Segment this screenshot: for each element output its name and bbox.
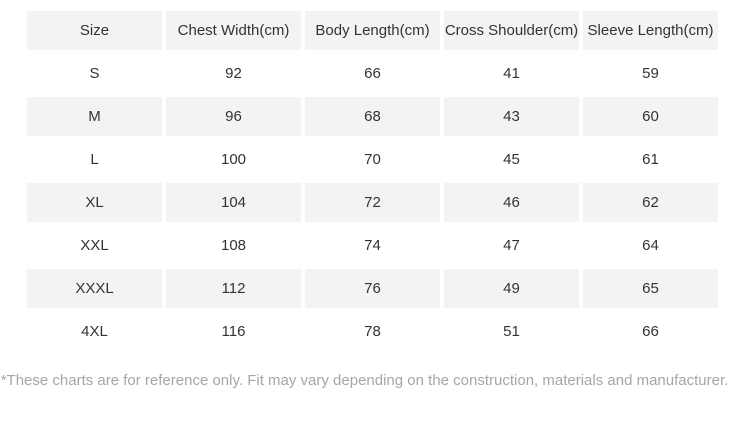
table-cell-r4-c0: XXL: [27, 226, 162, 265]
header-cell-2: Body Length(cm): [305, 11, 440, 50]
table-cell-r0-c3: 41: [444, 54, 579, 93]
table-cell-r4-c4: 64: [583, 226, 718, 265]
table-cell-r2-c0: L: [27, 140, 162, 179]
table-cell-r3-c3: 46: [444, 183, 579, 222]
header-cell-0: Size: [27, 11, 162, 50]
table-cell-r1-c4: 60: [583, 97, 718, 136]
table-cell-r1-c0: M: [27, 97, 162, 136]
size-chart-disclaimer: *These charts are for reference only. Fi…: [0, 372, 729, 389]
table-cell-r5-c1: 112: [166, 269, 301, 308]
table-cell-r4-c2: 74: [305, 226, 440, 265]
header-cell-3: Cross Shoulder(cm): [444, 11, 579, 50]
table-cell-r5-c3: 49: [444, 269, 579, 308]
table-cell-r3-c2: 72: [305, 183, 440, 222]
table-cell-r5-c2: 76: [305, 269, 440, 308]
table-cell-r6-c0: 4XL: [27, 312, 162, 351]
size-chart-table: Size Chest Width(cm) Body Length(cm) Cross …: [27, 11, 718, 351]
table-cell-r3-c0: XL: [27, 183, 162, 222]
table-cell-r0-c1: 92: [166, 54, 301, 93]
table-cell-r6-c3: 51: [444, 312, 579, 351]
table-cell-r3-c4: 62: [583, 183, 718, 222]
table-cell-r2-c2: 70: [305, 140, 440, 179]
table-cell-r4-c1: 108: [166, 226, 301, 265]
table-cell-r0-c0: S: [27, 54, 162, 93]
table-cell-r5-c0: XXXL: [27, 269, 162, 308]
table-cell-r5-c4: 65: [583, 269, 718, 308]
header-cell-4: Sleeve Length(cm): [583, 11, 718, 50]
table-cell-r6-c2: 78: [305, 312, 440, 351]
table-cell-r0-c2: 66: [305, 54, 440, 93]
table-cell-r1-c2: 68: [305, 97, 440, 136]
header-cell-1: Chest Width(cm): [166, 11, 301, 50]
table-cell-r6-c4: 66: [583, 312, 718, 351]
table-cell-r1-c1: 96: [166, 97, 301, 136]
table-cell-r3-c1: 104: [166, 183, 301, 222]
table-cell-r1-c3: 43: [444, 97, 579, 136]
table-cell-r0-c4: 59: [583, 54, 718, 93]
table-cell-r2-c1: 100: [166, 140, 301, 179]
table-cell-r6-c1: 116: [166, 312, 301, 351]
table-cell-r2-c4: 61: [583, 140, 718, 179]
table-cell-r2-c3: 45: [444, 140, 579, 179]
table-cell-r4-c3: 47: [444, 226, 579, 265]
